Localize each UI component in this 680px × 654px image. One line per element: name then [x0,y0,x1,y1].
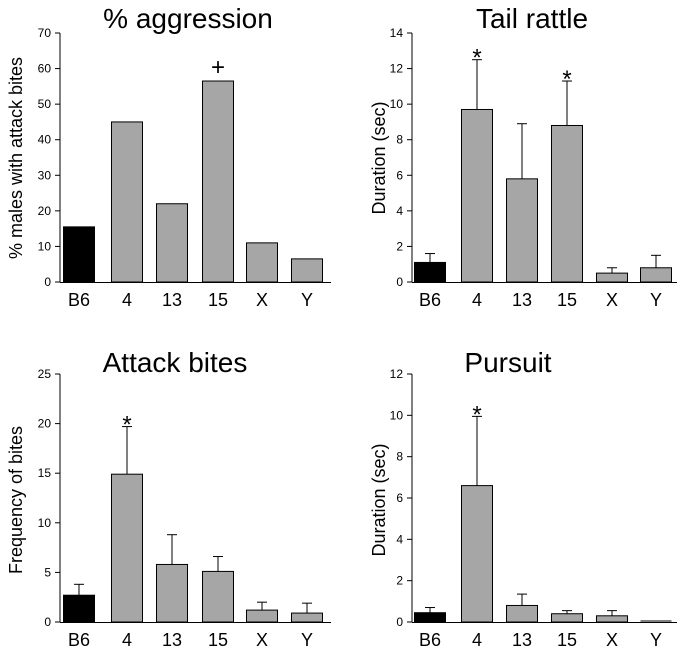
y-axis-label: Duration (sec) [369,443,389,556]
x-tick-label: B6 [419,290,441,310]
bar-X [596,615,628,623]
bar-X [596,272,628,283]
x-tick-label: 13 [512,630,532,650]
y-tick-label: 20 [38,204,52,218]
x-tick-label: B6 [419,630,441,650]
chart-panel-3: Attack bites Frequency of bites 0 5 10 15 20 25… [6,347,331,650]
bar-4 [461,108,493,283]
bar-4 [111,121,143,283]
x-tick-label: 4 [122,290,132,310]
y-tick-label: 6 [396,168,403,182]
bar-15 [551,124,583,283]
bar-15 [202,80,234,283]
y-tick-label: 25 [38,367,52,381]
y-tick-label: 2 [396,239,403,253]
x-tick-label: X [256,290,268,310]
bar-4 [111,473,143,623]
chart-title: Attack bites [103,347,248,378]
y-tick-label: 5 [44,565,51,579]
chart-panel-1: % aggression % males with attack bites 0 10… [6,3,331,310]
y-axis-label: % males with attack bites [6,57,26,259]
x-tick-label: B6 [68,630,90,650]
significance-marker: * [472,45,481,72]
bar-15 [551,613,583,623]
x-tick-label: 4 [122,630,132,650]
y-tick-label: 8 [396,133,403,147]
x-tick-label: 4 [472,630,482,650]
bar-X [246,609,278,623]
chart-title: % aggression [103,3,273,34]
bar-13 [156,563,188,623]
bar-13 [506,178,538,283]
y-tick-label: 30 [38,168,52,182]
bar-15 [202,570,234,623]
y-tick-label: 70 [38,26,52,40]
significance-marker: * [122,412,131,439]
y-tick-label: 15 [38,466,52,480]
y-tick-label: 10 [38,516,52,530]
y-tick-label: 2 [396,574,403,588]
bar-Y [291,612,323,623]
bar-B6 [63,226,95,283]
chart-panel-2: Tail rattle Duration (sec) 0 2 4 6 8 10 12 14 B6 4 *… [369,3,677,310]
y-tick-label: 12 [390,62,404,76]
x-tick-label: Y [301,290,313,310]
x-tick-label: 15 [557,630,577,650]
y-tick-label: 20 [38,417,52,431]
bar-B6 [414,261,446,283]
y-tick-label: 0 [396,615,403,629]
x-tick-label: 15 [208,630,228,650]
y-tick-label: 12 [390,367,404,381]
x-tick-label: 15 [557,290,577,310]
y-tick-label: 6 [396,491,403,505]
bar-Y [291,258,323,283]
x-tick-label: 13 [512,290,532,310]
bar-X [246,242,278,283]
y-tick-label: 4 [396,204,403,218]
x-tick-label: X [256,630,268,650]
y-tick-label: 0 [44,275,51,289]
y-tick-label: 0 [44,615,51,629]
x-tick-label: X [606,630,618,650]
y-tick-label: 14 [390,26,404,40]
x-tick-label: 13 [162,630,182,650]
chart-title: Pursuit [464,347,551,378]
bar-13 [156,203,188,283]
y-tick-label: 8 [396,450,403,464]
y-tick-label: 40 [38,133,52,147]
bar-Y [640,267,672,283]
chart-title: Tail rattle [476,3,588,34]
y-tick-label: 0 [396,275,403,289]
y-axis-label: Duration (sec) [369,101,389,214]
y-tick-label: 4 [396,532,403,546]
significance-marker: + [211,54,225,81]
x-tick-label: 4 [472,290,482,310]
x-tick-label: 13 [162,290,182,310]
significance-marker: * [472,401,481,428]
x-tick-label: Y [650,290,662,310]
bar-13 [506,604,538,623]
y-tick-label: 60 [38,62,52,76]
y-tick-label: 10 [390,408,404,422]
bar-B6 [414,612,446,623]
bar-4 [461,485,493,623]
chart-panel-4: Pursuit Duration (sec) 0 2 4 6 8 10 12 B6 4 * 13 15 X Y [369,347,677,650]
y-tick-label: 10 [38,239,52,253]
x-tick-label: X [606,290,618,310]
y-tick-label: 50 [38,97,52,111]
significance-marker: * [562,66,571,93]
y-tick-label: 10 [390,97,404,111]
y-axis-label: Frequency of bites [6,426,26,574]
x-tick-label: 15 [208,290,228,310]
bar-B6 [63,594,95,623]
x-tick-label: Y [301,630,313,650]
x-tick-label: Y [650,630,662,650]
x-tick-label: B6 [68,290,90,310]
